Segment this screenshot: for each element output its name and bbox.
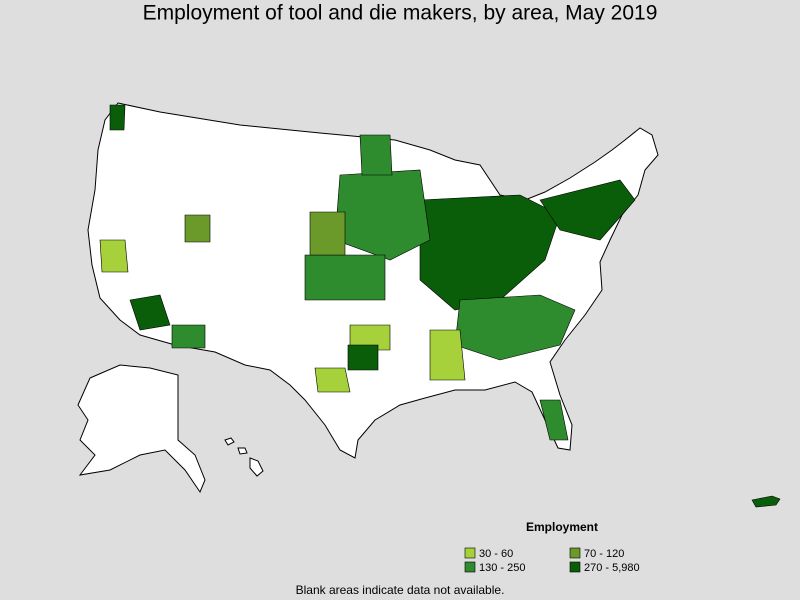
area	[429, 329, 466, 381]
puerto-rico	[751, 495, 781, 508]
legend-label: 130 - 250	[479, 562, 525, 574]
legend-title: Employment	[526, 520, 598, 534]
legend-swatch	[464, 561, 476, 573]
legend-swatch	[569, 547, 581, 559]
area	[171, 324, 206, 349]
area	[109, 104, 126, 131]
area	[539, 399, 569, 441]
area	[539, 179, 636, 241]
hawaii	[224, 437, 264, 477]
area	[359, 134, 393, 176]
legend-swatch	[464, 547, 476, 559]
alaska	[77, 364, 206, 494]
area	[309, 211, 346, 256]
legend-label: 270 - 5,980	[584, 562, 640, 574]
area	[304, 254, 386, 301]
area	[184, 214, 211, 243]
map-title: Employment of tool and die makers, by ar…	[143, 2, 658, 25]
area	[419, 194, 561, 311]
legend: Employment 30 - 60 70 - 120 130 - 250 270 -…	[464, 520, 640, 574]
area	[347, 344, 379, 371]
area	[99, 239, 129, 273]
footnote: Blank areas indicate data not available.	[296, 583, 505, 597]
areas	[99, 104, 636, 441]
legend-label: 30 - 60	[479, 548, 513, 560]
area	[314, 367, 351, 393]
legend-label: 70 - 120	[584, 548, 624, 560]
area	[349, 324, 391, 351]
area	[129, 294, 171, 331]
legend-swatch	[569, 561, 581, 573]
